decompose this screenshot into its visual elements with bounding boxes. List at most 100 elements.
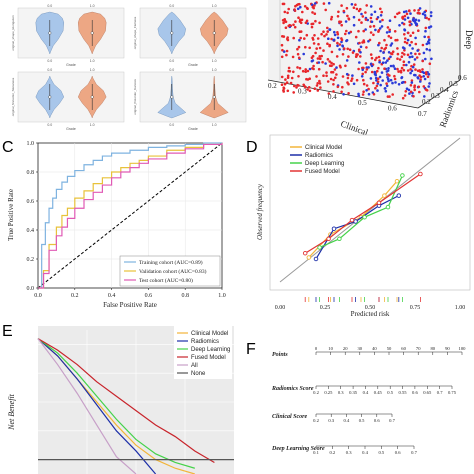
scatter3d-point-blue	[425, 47, 429, 51]
scatter3d-point-blue	[381, 79, 385, 82]
violin-bottom-tick: 0.0	[169, 123, 174, 127]
scatter3d-point-blue	[382, 57, 386, 60]
scatter3d-point-blue	[385, 70, 389, 73]
scatter3d-point-red	[296, 66, 299, 69]
scatter3d-point-red	[403, 94, 407, 97]
violin-x-label: Grade	[66, 63, 76, 67]
scatter3d-point-red	[324, 8, 328, 12]
dca-y-label: Net Benefit	[7, 393, 16, 431]
violin-top-tick: 1.0	[212, 68, 217, 72]
scatter3d-point-red	[344, 32, 347, 36]
scatter3d-point-red	[397, 70, 400, 73]
scatter3d-point-red	[418, 90, 421, 94]
scatter3d-point-red	[282, 89, 285, 92]
scatter3d-point-red	[296, 52, 300, 56]
calibration-point	[382, 193, 387, 198]
scatter3d-point-red	[318, 79, 321, 83]
roc-y-tick-label: 1.0	[27, 141, 35, 147]
scatter3d-point-blue	[341, 45, 345, 48]
scatter3d-point-blue	[365, 89, 368, 92]
scatter3d-point-red	[385, 82, 388, 85]
scatter3d-point-red	[318, 82, 322, 85]
scatter3d-point-red	[306, 69, 310, 73]
scatter3d-point-red	[365, 84, 369, 87]
violin-bottom-tick: 0.0	[47, 123, 52, 127]
scatter3d-point-blue	[357, 94, 361, 98]
scatter3d-point-blue	[388, 19, 392, 23]
panel-c-letter: C	[2, 139, 14, 156]
scatter3d-point-red	[357, 67, 360, 71]
scatter3d-point-red	[405, 12, 409, 16]
scatter3d-point-blue	[379, 49, 382, 53]
scatter3d-point-red	[413, 84, 417, 87]
scatter3d-point-blue	[402, 10, 406, 14]
calibration-point	[353, 219, 358, 224]
scatter3d-point-red	[338, 64, 342, 68]
scatter3d-point-blue	[429, 11, 433, 14]
scatter3d-point-red	[412, 95, 415, 98]
scatter3d-point-red	[352, 6, 356, 9]
scatter3d-point-red	[372, 33, 375, 37]
scatter3d-point-red	[304, 21, 308, 25]
scatter3d-point-blue	[405, 87, 409, 90]
violin-median-dot	[48, 31, 52, 35]
scatter3d-point-red	[422, 85, 426, 88]
scatter3d-point-red	[414, 52, 417, 56]
scatter3d-point-red	[357, 29, 360, 33]
calibration-point	[400, 173, 405, 178]
scatter3d-point-blue	[367, 66, 370, 69]
violin-panel: 0.0 1.0 0.0 1.0 Grade original_firstorder_Kur…	[133, 68, 247, 131]
scatter3d-point-red	[280, 43, 284, 47]
scatter3d-point-blue	[336, 44, 339, 48]
scatter3d-point-red	[421, 43, 425, 47]
scatter3d-point-blue	[427, 73, 431, 76]
scatter3d-point-red	[314, 51, 317, 55]
scatter3d-point-red	[332, 62, 335, 66]
scatter3d-point-red	[354, 3, 357, 6]
scatter3d-point-red	[361, 41, 364, 44]
scatter3d-point-red	[364, 18, 368, 21]
scatter3d-point-red	[305, 6, 309, 10]
scatter3d-point-blue	[342, 93, 345, 96]
nomogram-row-label: Radiomics Score	[271, 386, 314, 392]
scatter3d-point-red	[412, 63, 416, 66]
panel-e-letter: E	[2, 323, 13, 340]
scatter3d-point-red	[369, 25, 372, 28]
scatter3d-y-ticks: 0.20.30.40.50.6	[422, 74, 467, 106]
roc-y-tick-label: 0.2	[27, 257, 35, 263]
scatter3d-point-red	[361, 15, 365, 18]
scatter3d-point-blue	[387, 51, 391, 54]
scatter3d-point-red	[401, 96, 405, 100]
scatter3d-point-blue	[427, 41, 431, 45]
scatter3d-point-red	[413, 88, 417, 92]
scatter3d-point-red	[364, 70, 367, 74]
scatter3d-point-red	[334, 76, 337, 80]
scatter3d-point-blue	[370, 64, 374, 68]
calibration-x-tick-label: 0.25	[320, 305, 331, 311]
scatter3d-point-blue	[364, 28, 367, 31]
scatter3d-point-red	[330, 15, 334, 19]
scatter3d-point-red	[404, 90, 408, 93]
violin-top-tick: 0.0	[169, 68, 174, 72]
scatter3d-point-red	[342, 9, 346, 13]
scatter3d-point-red	[409, 34, 412, 37]
scatter3d-point-red	[304, 45, 307, 49]
violin-bottom-tick: 0.0	[169, 59, 174, 63]
nomogram-tick-label: 0.2	[313, 418, 319, 423]
scatter3d-point-red	[345, 29, 348, 33]
scatter3d-point-red	[391, 50, 395, 53]
scatter3d-point-blue	[340, 40, 343, 44]
violin-x-label: Grade	[188, 63, 198, 67]
scatter3d-point-red	[400, 66, 404, 70]
scatter3d-point-red	[281, 35, 284, 38]
scatter3d-point-red	[402, 68, 406, 72]
scatter3d-point-red	[318, 55, 322, 58]
scatter3d-point-red	[379, 7, 382, 11]
scatter3d-point-blue	[351, 74, 354, 77]
scatter3d-x-tick: 0.6	[388, 104, 397, 112]
scatter3d-point-red	[396, 47, 399, 50]
scatter3d-point-red	[336, 31, 339, 34]
scatter3d-point-red	[396, 38, 399, 42]
scatter3d-point-blue	[314, 2, 317, 5]
